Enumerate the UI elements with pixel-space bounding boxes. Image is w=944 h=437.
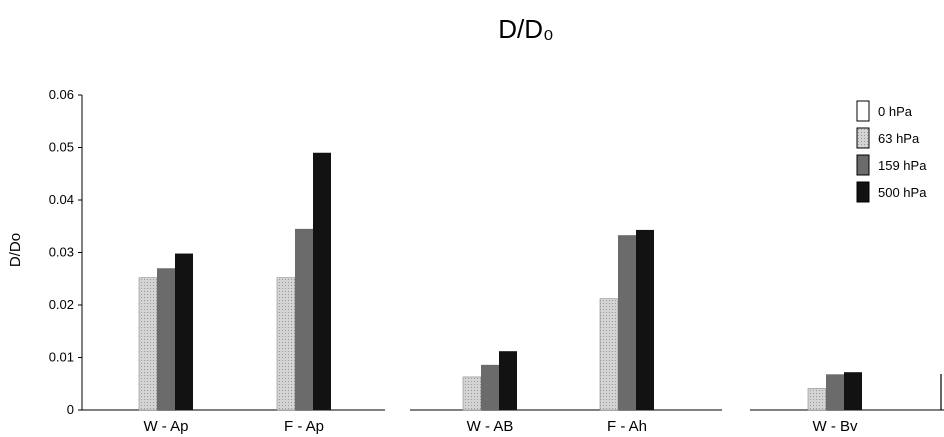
chart-title: D/D₀ (498, 14, 554, 44)
y-tick-label: 0.04 (49, 192, 74, 207)
bar-500-hpa (636, 229, 654, 410)
bar-500-hpa (175, 253, 193, 410)
x-tick-label: W - Ap (143, 418, 188, 435)
y-tick-label: 0 (67, 402, 74, 417)
y-axis-label: D/Do (7, 233, 24, 267)
bar-159-hpa (295, 228, 313, 410)
bar-63-hpa (599, 298, 619, 411)
legend-label: 0 hPa (878, 104, 913, 119)
bar-500-hpa (844, 372, 862, 410)
x-tick-label: W - AB (467, 418, 514, 435)
x-tick-label: F - Ap (284, 418, 324, 435)
y-tick-label: 0.06 (49, 87, 74, 102)
legend-label: 63 hPa (878, 131, 920, 146)
bar-63-hpa (462, 376, 482, 411)
bars (138, 152, 862, 411)
axes: 0 0.01 0.02 0.03 0.04 0.05 0.06 W - Ap F - Ap W -… (49, 87, 944, 435)
bar-159-hpa (157, 268, 175, 410)
y-tick-label: 0.05 (49, 140, 74, 155)
bar-159-hpa (826, 374, 844, 410)
bar-500-hpa (313, 152, 331, 410)
legend-swatch (856, 127, 870, 149)
bar-63-hpa (138, 277, 158, 411)
bar-63-hpa (807, 388, 827, 411)
bar-63-hpa (276, 277, 296, 411)
bar-159-hpa (618, 235, 636, 410)
x-tick-label: F - Ah (607, 418, 647, 435)
bar-159-hpa (481, 364, 499, 410)
legend: 0 hPa 63 hPa 159 hPa 500 hPa (856, 100, 927, 203)
legend-swatch (856, 181, 870, 203)
x-tick-label: W - Bv (813, 418, 858, 435)
legend-label: 159 hPa (878, 158, 927, 173)
legend-swatch (856, 100, 870, 122)
legend-label: 500 hPa (878, 185, 927, 200)
y-tick-label: 0.01 (49, 350, 74, 365)
bar-500-hpa (499, 351, 517, 410)
y-tick-label: 0.02 (49, 297, 74, 312)
legend-swatch (856, 154, 870, 176)
y-tick-label: 0.03 (49, 245, 74, 260)
